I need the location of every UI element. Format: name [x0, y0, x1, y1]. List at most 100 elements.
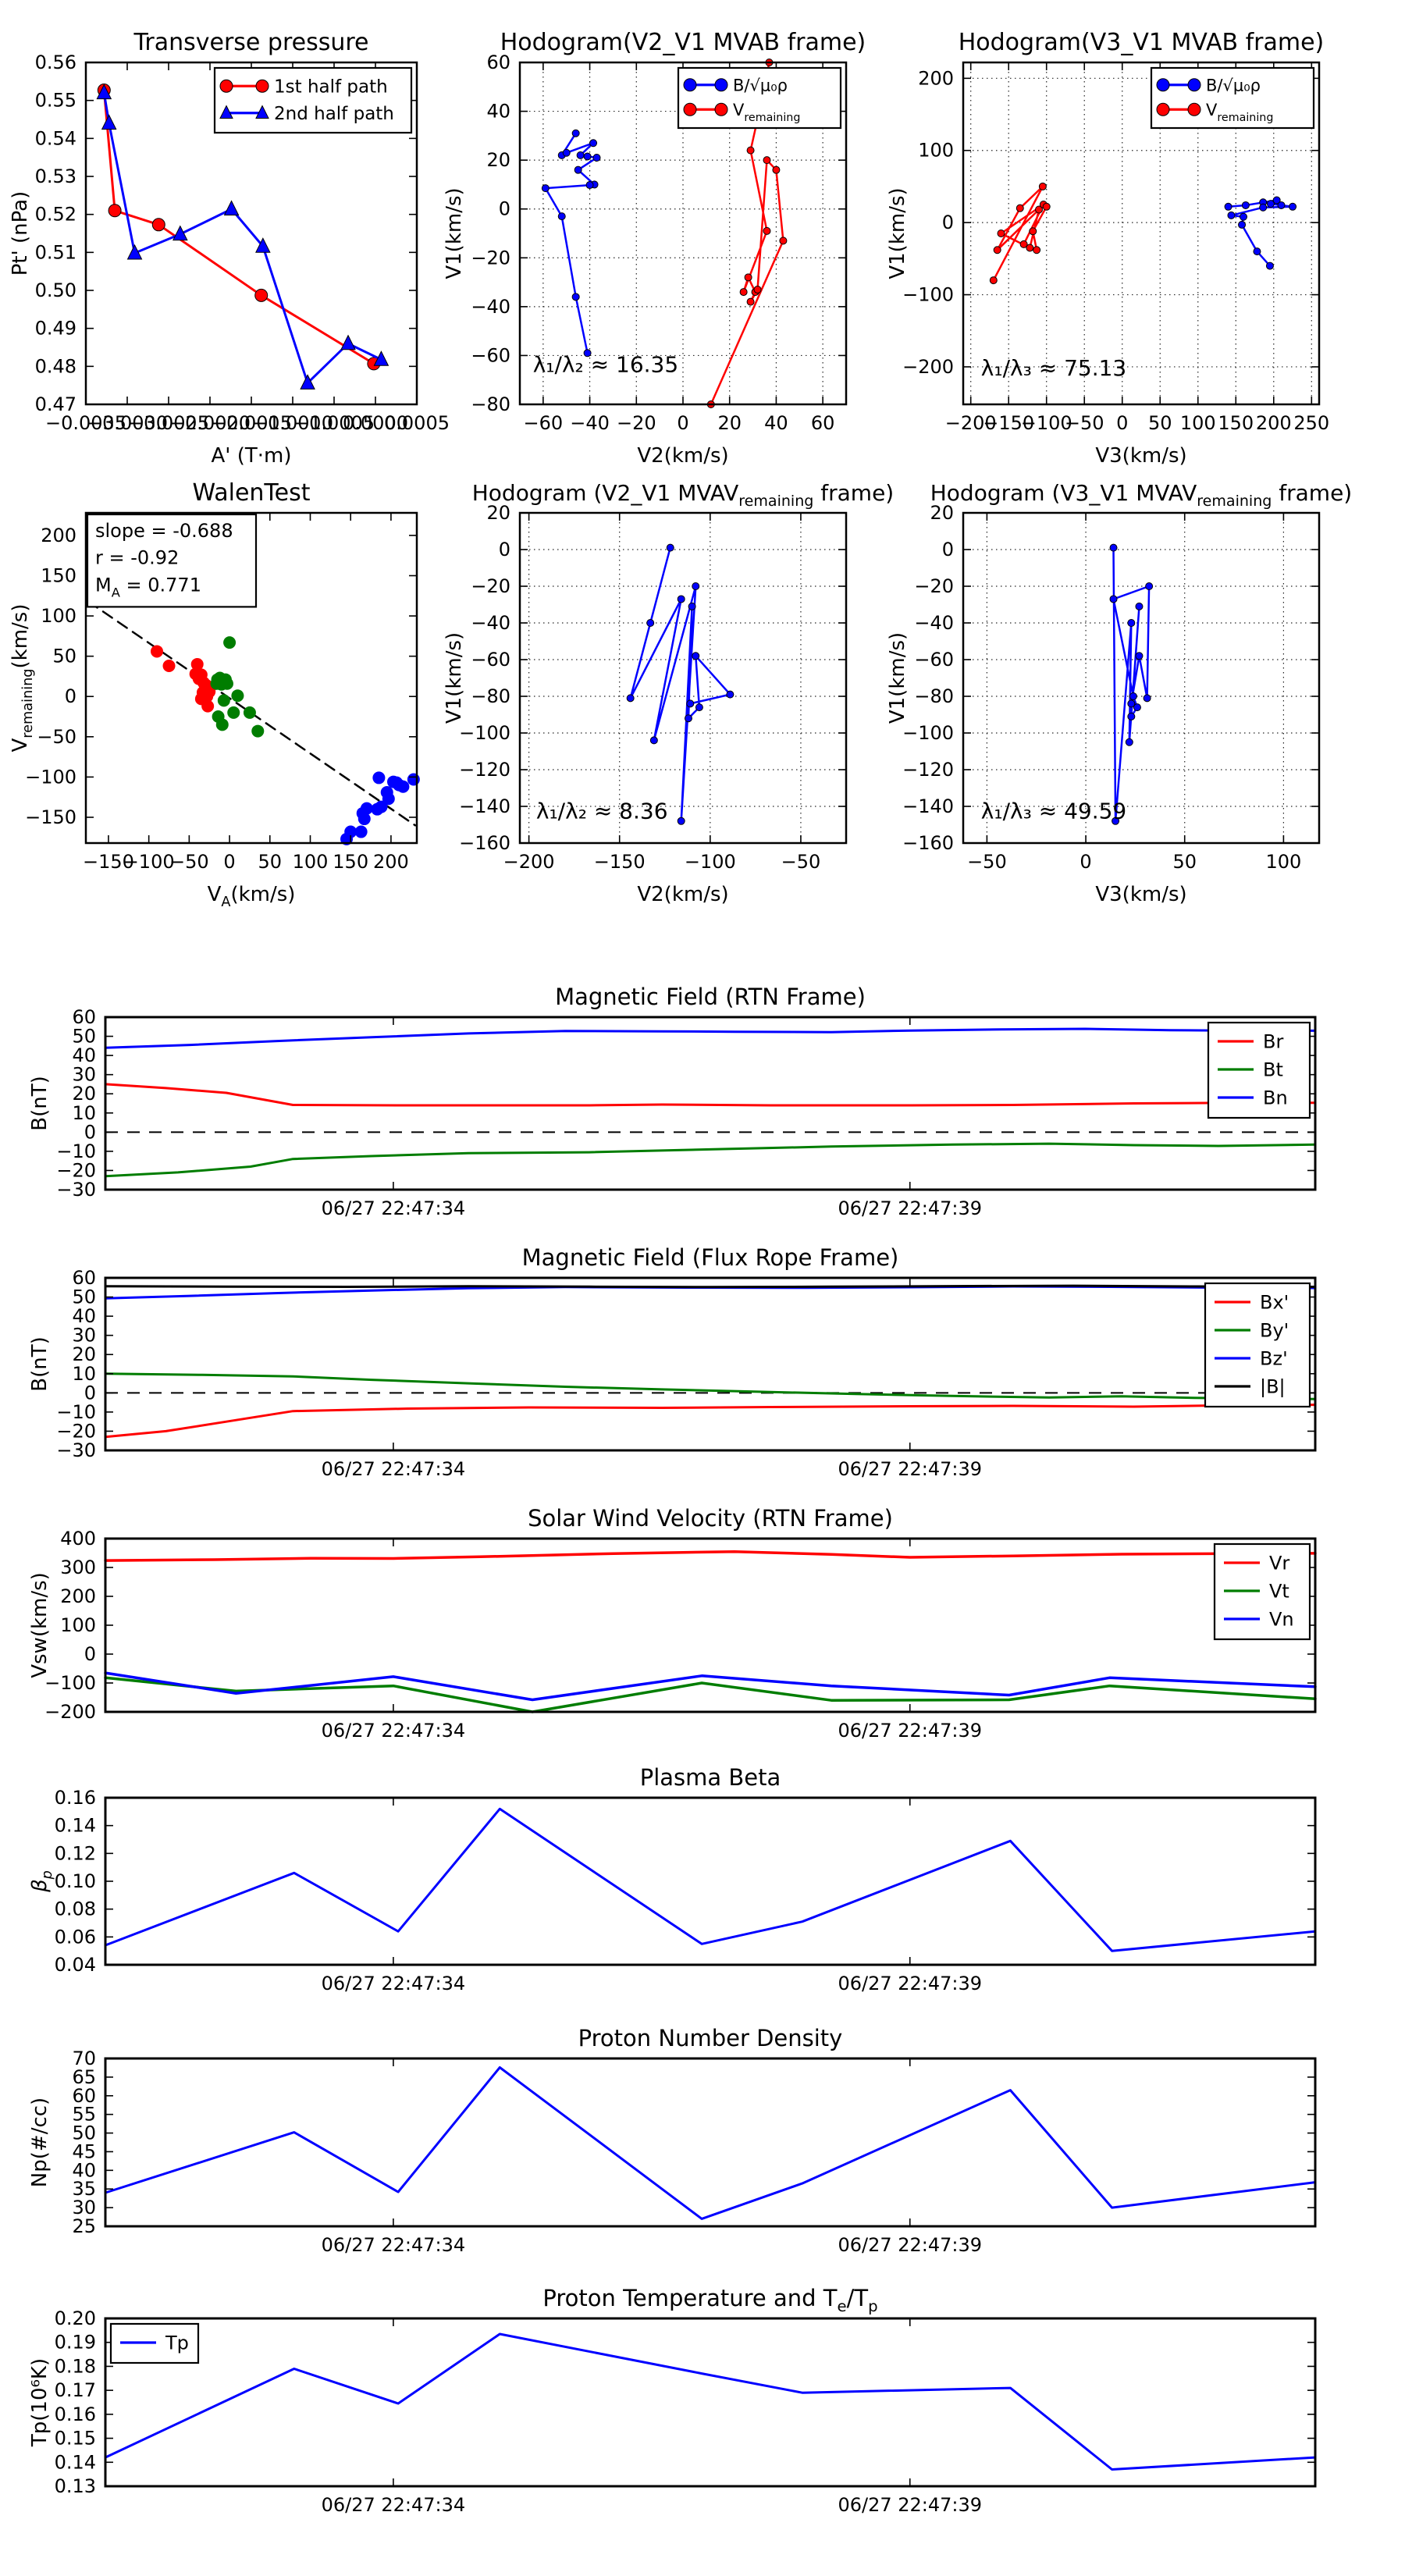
- svg-text:60: 60: [72, 2085, 96, 2107]
- svg-text:100: 100: [41, 605, 76, 627]
- svg-text:Bn: Bn: [1263, 1087, 1288, 1109]
- svg-text:20: 20: [717, 412, 742, 434]
- svg-text:−0.0025: −0.0025: [128, 412, 209, 434]
- svg-text:40: 40: [72, 1305, 96, 1327]
- svg-text:−20: −20: [56, 1159, 96, 1181]
- svg-text:06/27 22:47:39: 06/27 22:47:39: [838, 1197, 982, 1219]
- svg-text:0.14: 0.14: [55, 1815, 96, 1837]
- svg-text:20: 20: [486, 502, 510, 524]
- svg-text:−0.0030: −0.0030: [87, 412, 168, 434]
- svg-text:|B|: |B|: [1260, 1376, 1286, 1398]
- svg-text:Solar Wind Velocity (RTN Frame: Solar Wind Velocity (RTN Frame): [528, 1505, 893, 1532]
- svg-text:λ₁/λ₂ ≈ 8.36: λ₁/λ₂ ≈ 8.36: [536, 798, 668, 824]
- svg-text:−30: −30: [56, 1179, 96, 1201]
- svg-text:−200: −200: [503, 851, 555, 873]
- svg-text:06/27 22:47:39: 06/27 22:47:39: [838, 2494, 982, 2516]
- svg-text:−160: −160: [902, 832, 954, 854]
- svg-text:−60: −60: [524, 412, 564, 434]
- svg-text:−100: −100: [902, 722, 954, 744]
- svg-text:100: 100: [60, 1614, 96, 1636]
- svg-text:−20: −20: [914, 575, 954, 597]
- svg-text:0.14: 0.14: [55, 2451, 96, 2473]
- svg-text:40: 40: [72, 2159, 96, 2181]
- svg-text:Tp: Tp: [165, 2332, 189, 2354]
- svg-text:0.53: 0.53: [35, 165, 76, 187]
- svg-text:0: 0: [677, 412, 688, 434]
- svg-text:30: 30: [72, 2197, 96, 2218]
- svg-text:50: 50: [72, 1286, 96, 1308]
- svg-text:−100: −100: [123, 851, 175, 873]
- svg-text:−0.0035: −0.0035: [45, 412, 126, 434]
- svg-text:Bt: Bt: [1263, 1059, 1283, 1081]
- svg-text:20: 20: [930, 502, 954, 524]
- svg-text:100: 100: [918, 140, 954, 162]
- svg-text:0: 0: [65, 685, 76, 707]
- svg-text:−60: −60: [471, 344, 510, 366]
- svg-text:V3(km/s): V3(km/s): [1095, 883, 1186, 906]
- svg-text:0: 0: [942, 212, 954, 233]
- svg-text:70: 70: [72, 2048, 96, 2069]
- svg-text:150: 150: [333, 851, 368, 873]
- svg-text:WalenTest: WalenTest: [192, 479, 310, 507]
- svg-text:100: 100: [1265, 851, 1301, 873]
- svg-text:20: 20: [72, 1343, 96, 1365]
- svg-text:100: 100: [293, 851, 329, 873]
- svg-text:−120: −120: [902, 759, 954, 781]
- svg-text:Bz': Bz': [1260, 1348, 1288, 1370]
- svg-text:−80: −80: [914, 685, 954, 707]
- svg-text:−0.0005: −0.0005: [293, 412, 375, 434]
- svg-text:Np(#/cc): Np(#/cc): [28, 2097, 52, 2187]
- svg-text:0: 0: [942, 539, 954, 560]
- svg-text:Br: Br: [1263, 1031, 1283, 1053]
- svg-text:06/27 22:47:34: 06/27 22:47:34: [322, 1458, 466, 1480]
- svg-text:Vn: Vn: [1269, 1609, 1294, 1631]
- svg-text:Vremaining: Vremaining: [733, 101, 800, 124]
- svg-text:Hodogram(V3_V1 MVAB frame): Hodogram(V3_V1 MVAB frame): [959, 29, 1325, 56]
- svg-text:−150: −150: [25, 806, 76, 828]
- svg-text:−150: −150: [983, 412, 1034, 434]
- svg-text:250: 250: [1293, 412, 1329, 434]
- svg-text:0.51: 0.51: [35, 241, 76, 263]
- svg-text:B/√μ₀ρ: B/√μ₀ρ: [733, 76, 788, 94]
- svg-text:0.04: 0.04: [55, 1954, 96, 1976]
- svg-text:1st half path: 1st half path: [274, 77, 388, 98]
- svg-text:Hodogram (V3_V1 MVAVremaining: Hodogram (V3_V1 MVAVremaining frame): [930, 480, 1352, 510]
- svg-text:−80: −80: [471, 685, 510, 707]
- svg-text:−10: −10: [56, 1140, 96, 1162]
- svg-text:−120: −120: [459, 759, 510, 781]
- svg-text:06/27 22:47:34: 06/27 22:47:34: [322, 2234, 466, 2256]
- svg-text:Proton Number Density: Proton Number Density: [578, 2025, 843, 2051]
- svg-text:0.54: 0.54: [35, 127, 76, 149]
- svg-text:0.15: 0.15: [55, 2428, 96, 2450]
- svg-text:−40: −40: [914, 612, 954, 634]
- svg-text:200: 200: [1256, 412, 1292, 434]
- svg-text:−40: −40: [471, 612, 510, 634]
- svg-text:60: 60: [72, 1006, 96, 1028]
- svg-text:0.56: 0.56: [35, 52, 76, 73]
- svg-text:−200: −200: [902, 356, 954, 378]
- svg-text:−0.0020: −0.0020: [169, 412, 251, 434]
- svg-text:B/√μ₀ρ: B/√μ₀ρ: [1206, 76, 1261, 94]
- svg-text:−50: −50: [37, 726, 76, 748]
- svg-text:0.20: 0.20: [55, 2307, 96, 2329]
- svg-text:λ₁/λ₃ ≈ 75.13: λ₁/λ₃ ≈ 75.13: [981, 355, 1126, 381]
- svg-text:30: 30: [72, 1325, 96, 1347]
- svg-text:0: 0: [84, 1382, 96, 1404]
- svg-text:Vremaining(km/s): Vremaining(km/s): [9, 603, 36, 752]
- svg-text:Transverse pressure: Transverse pressure: [133, 29, 368, 56]
- svg-text:0.47: 0.47: [35, 393, 76, 415]
- svg-text:50: 50: [52, 646, 76, 667]
- svg-text:V1(km/s): V1(km/s): [886, 187, 909, 279]
- svg-text:B(nT): B(nT): [28, 1076, 52, 1130]
- svg-text:0: 0: [1080, 851, 1091, 873]
- svg-text:150: 150: [1218, 412, 1254, 434]
- svg-text:200: 200: [373, 851, 409, 873]
- svg-text:−100: −100: [44, 1672, 96, 1694]
- svg-text:0: 0: [84, 1121, 96, 1143]
